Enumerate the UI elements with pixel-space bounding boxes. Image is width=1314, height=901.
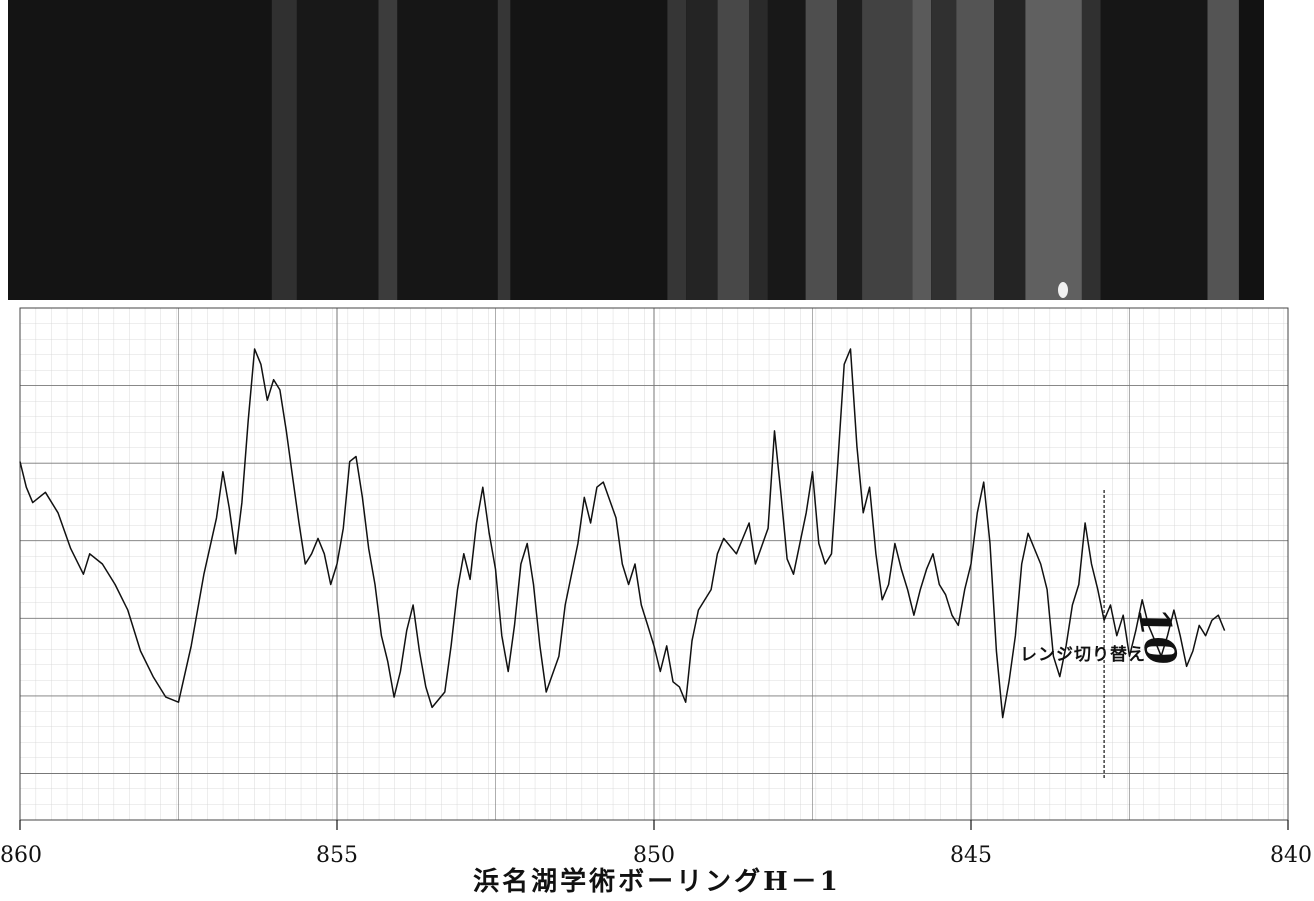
core-band: [805, 0, 837, 300]
core-band: [296, 0, 379, 300]
core-band: [1025, 0, 1082, 300]
core-photograph: [8, 0, 1264, 300]
data-trace: [19, 348, 1226, 719]
core-band: [1207, 0, 1239, 300]
core-band: [686, 0, 718, 300]
core-band: [912, 0, 932, 300]
core-band: [510, 0, 668, 300]
core-band: [956, 0, 994, 300]
core-band: [8, 0, 272, 300]
core-band: [271, 0, 297, 300]
chart-title: 浜名湖学術ボーリングH－1: [473, 866, 841, 897]
core-band: [497, 0, 511, 300]
x-tick-label: 855: [316, 843, 358, 868]
core-band: [1100, 0, 1208, 300]
core-band: [994, 0, 1026, 300]
chart-area: 860 855 850 845 840 10 レンジ切り替え 浜名湖学術ボーリングH－1: [0, 307, 1312, 897]
core-band: [749, 0, 768, 300]
range-switch-annotation: レンジ切り替え: [1020, 644, 1146, 665]
core-band: [837, 0, 863, 300]
x-tick-label: 860: [0, 843, 42, 868]
core-band: [717, 0, 749, 300]
series-line: [19, 348, 1226, 719]
handwritten-mark: 10: [1128, 603, 1186, 669]
core-band: [378, 0, 398, 300]
core-band: [931, 0, 957, 300]
x-tick-label: 850: [633, 843, 675, 868]
core-band: [397, 0, 498, 300]
chart-grid: [19, 307, 1289, 821]
core-band: [767, 0, 806, 300]
core-band: [862, 0, 913, 300]
core-bright-spot: [1058, 282, 1068, 298]
x-axis-ticks: 860 855 850 845 840: [0, 820, 1312, 868]
core-band: [667, 0, 687, 300]
core-band: [1081, 0, 1101, 300]
x-tick-label: 845: [950, 843, 992, 868]
x-tick-label: 840: [1270, 843, 1312, 868]
